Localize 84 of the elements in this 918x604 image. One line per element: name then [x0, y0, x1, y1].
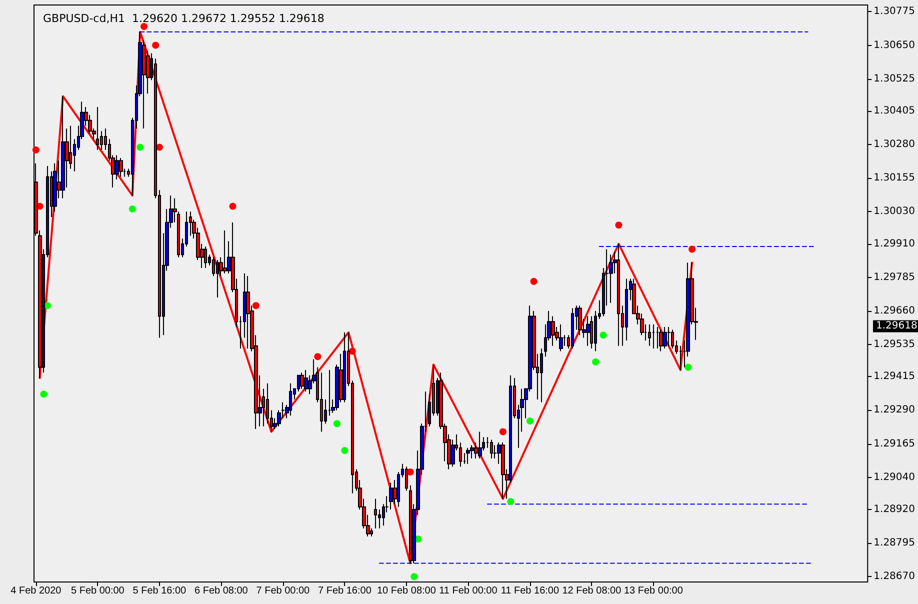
point [530, 278, 538, 285]
candlestick [216, 259, 219, 298]
point [333, 420, 340, 428]
x-tick-label: 5 Feb 16:00 [132, 586, 187, 596]
y-tick-label: 1.28670 [874, 571, 916, 582]
point [684, 364, 692, 371]
point [507, 498, 514, 505]
point [229, 202, 236, 210]
point [140, 22, 148, 30]
candlestick [300, 372, 304, 390]
candlestick [61, 96, 65, 199]
text: GBPUSD-cd,H1 1.29620 1.29672 1.29552 1.29618 [43, 12, 324, 25]
y-tick-label: 1.30775 [874, 6, 916, 18]
candlestick [501, 442, 505, 500]
point [252, 302, 260, 310]
candlestick [374, 498, 377, 529]
candlestick [656, 326, 659, 350]
point [44, 302, 52, 310]
point [314, 353, 322, 360]
x-tick-label: 7 Feb 16:00 [318, 586, 372, 596]
point [348, 348, 356, 355]
candlestick [571, 308, 574, 350]
y-tick-label: 1.30525 [874, 73, 916, 84]
point [592, 358, 600, 366]
y-tick-label: 1.30155 [874, 172, 916, 184]
x-tick-label: 7 Feb 00:00 [256, 586, 310, 596]
y-tick-label: 1.30280 [874, 139, 916, 150]
candlestick [343, 332, 346, 403]
y-tick-label: 1.29910 [874, 238, 916, 250]
candlestick [617, 243, 620, 346]
y-tick-label: 1.29040 [874, 472, 916, 483]
x-tick-label: 4 Feb 2020 [10, 586, 62, 596]
candlestick [648, 324, 651, 346]
point [40, 390, 48, 398]
y-tick-label: 1.30650 [874, 40, 916, 51]
y-tick-label: 1.30030 [874, 206, 916, 218]
point [32, 146, 40, 154]
line-series [38, 30, 694, 564]
y-tick-label: 1.29165 [874, 438, 916, 450]
candlestick [652, 324, 655, 350]
y-tick-label: 1.28795 [874, 538, 916, 549]
y-tick-label: 1.29415 [874, 371, 916, 382]
point [341, 447, 348, 454]
candlestick [540, 348, 543, 403]
y-tick-label: 1.28920 [874, 504, 916, 516]
point [600, 332, 607, 339]
candlestick [478, 431, 482, 460]
candlestick [204, 246, 207, 269]
point [688, 246, 696, 253]
candlestick [578, 305, 582, 336]
candlestick [466, 447, 470, 464]
candlestick [389, 482, 393, 510]
y-tick-label: 1.30405 [874, 106, 916, 117]
candlestick [119, 157, 123, 178]
candlestick [246, 276, 250, 350]
point [615, 222, 622, 229]
candlestick [586, 316, 590, 346]
candlestick [490, 439, 493, 460]
x-tick-label: 12 Feb 08:00 [562, 586, 622, 596]
candlestick [659, 329, 663, 352]
x-tick-label: 11 Feb 16:00 [500, 586, 560, 596]
y-tick-label: 1.29660 [874, 305, 916, 316]
y-tick-label: 1.29785 [874, 272, 916, 283]
point [128, 205, 136, 212]
candlestick [96, 106, 99, 150]
candlestick [223, 230, 227, 274]
candlestick [667, 326, 671, 346]
candlestick [559, 324, 563, 352]
text: 1.29618 [876, 320, 918, 332]
candlestick [663, 326, 667, 350]
point [136, 144, 144, 151]
x-tick-label: 5 Feb 00:00 [70, 586, 125, 596]
x-tick-label: 6 Feb 08:00 [194, 586, 248, 596]
point [410, 573, 418, 580]
point [526, 417, 534, 424]
candlestick [289, 382, 292, 416]
point [152, 42, 160, 49]
x-tick-label: 10 Feb 08:00 [376, 586, 436, 596]
y-tick-label: 1.29535 [874, 338, 916, 350]
x-tick-label: 13 Feb 00:00 [624, 586, 684, 596]
x-tick-label: 11 Feb 00:00 [439, 586, 498, 596]
y-tick-label: 1.29290 [874, 404, 916, 416]
candlestick [304, 369, 308, 392]
point [499, 428, 506, 436]
